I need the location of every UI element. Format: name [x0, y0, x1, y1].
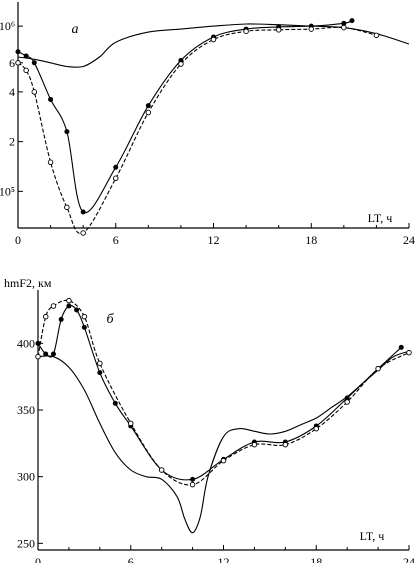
panel1-y-tick-label: 6: [9, 56, 15, 70]
panel2-series-3-point: [282, 441, 289, 448]
panel2-series-2-point: [112, 400, 118, 406]
panel1-series-2-point: [113, 164, 119, 170]
panel1-x-tick-label: 12: [208, 233, 220, 247]
panel1-series-2-line: [17, 20, 353, 214]
panel2-series-3-point: [313, 425, 320, 432]
panel2-x-axis-title: LT, ч: [360, 529, 385, 543]
panel2-x-tick-label: 24: [403, 555, 415, 563]
panel2-y-tick-label: 350: [17, 403, 35, 417]
panel1-series-2-point: [349, 18, 355, 24]
panel1-x-axis-title: LT, ч: [368, 211, 393, 225]
panel2-series-3-point: [406, 349, 412, 356]
panel2-x-tick-label: 18: [310, 555, 322, 563]
panel2-series-3-line: [37, 299, 410, 486]
panel2-panel-letter: б: [106, 312, 114, 327]
panel1-series-3-point: [64, 204, 70, 211]
panel1-series-3-point: [243, 28, 249, 35]
panel1-panel-letter: а: [72, 22, 79, 37]
panel2-series-3-point: [189, 481, 196, 488]
panel2-y-tick-label: 250: [17, 536, 35, 550]
panel1-series-2-point: [145, 103, 151, 109]
panel2-x-tick-label: 12: [218, 555, 230, 563]
panel1-series-3-point: [210, 36, 217, 43]
panel2-series-2-point: [344, 395, 350, 401]
panel2-series-3-point: [35, 353, 41, 360]
panel1-series-3-point: [80, 230, 86, 236]
panel1-x-tick-label: 6: [113, 233, 119, 247]
panel2-y-axis-title: hmF2, км: [4, 276, 52, 290]
panel1-series-2-point: [31, 60, 37, 66]
panel1-series-3-point: [178, 61, 184, 67]
panel2-series-2-point: [50, 351, 56, 357]
panel1-x-tick-label: 0: [15, 233, 21, 247]
panel2-series-2-point: [398, 344, 404, 350]
panel1-series-3-point: [145, 109, 152, 116]
panel2-series-3-point: [50, 303, 57, 309]
panel2-series-3-point: [81, 313, 88, 320]
panel2-series-2-point: [97, 370, 103, 376]
panel2-series-2-point: [43, 351, 49, 357]
panel1-series-2-point: [48, 96, 54, 102]
panel2-series-3-point: [42, 313, 49, 320]
panel1-series-3-point: [31, 89, 38, 95]
panel2-y-tick-label: 400: [17, 336, 35, 350]
panel2-x-tick-label: 6: [128, 555, 134, 563]
panel2-series-3-point: [97, 360, 103, 367]
panel2-series-2-point: [58, 316, 64, 322]
panel1-series-2-point: [80, 209, 86, 215]
panel2-series-3-point: [375, 365, 381, 372]
panel2-y-tick-label: 300: [17, 470, 35, 484]
panel2-series-3-point: [220, 457, 227, 464]
panel1-x-tick-label: 18: [305, 233, 317, 247]
panel1-series-3-point: [112, 175, 119, 182]
panel1-series-1-line: [17, 23, 410, 68]
panel1-y-tick-label: 10⁶: [0, 19, 15, 33]
panel1-series-3-point: [15, 60, 21, 66]
panel2-series-2-point: [74, 307, 80, 313]
panel1-y-tick-label: 2: [9, 135, 15, 149]
panel1-series-3-point: [275, 27, 282, 33]
panel1-series-3-point: [341, 24, 347, 31]
panel2-series-2-point: [81, 324, 87, 330]
panel2-series-1-line: [37, 350, 410, 534]
panel2-series-3-point: [158, 467, 165, 473]
panel2-series-2-point: [35, 340, 41, 346]
panel1-series-3-point: [23, 67, 29, 74]
panel1-series-2-point: [23, 53, 29, 59]
panel1-y-tick-label: 10⁵: [0, 184, 15, 198]
panel2-series-3-point: [344, 399, 350, 405]
panel2-series-2-line: [37, 304, 402, 481]
panel1-series-2-point: [15, 49, 21, 55]
panel1-x-tick-label: 24: [403, 233, 415, 247]
panel1-series-2-point: [341, 20, 347, 26]
panel1-series-3-point: [47, 159, 54, 166]
panel1-y-tick-label: 4: [9, 85, 15, 99]
panel2-series-2-point: [190, 476, 196, 482]
panel2-series-3-point: [127, 420, 134, 427]
panel1-series-2-point: [64, 129, 70, 135]
panel2-series-3-point: [66, 297, 72, 304]
panel1-series-3-point: [373, 32, 380, 39]
panel2-series-2-point: [66, 303, 72, 309]
panel1-series-3-line: [17, 26, 377, 235]
panel2-series-3-point: [251, 441, 258, 448]
panel2-x-tick-label: 0: [35, 555, 41, 563]
panel1-series-3-point: [308, 26, 315, 32]
